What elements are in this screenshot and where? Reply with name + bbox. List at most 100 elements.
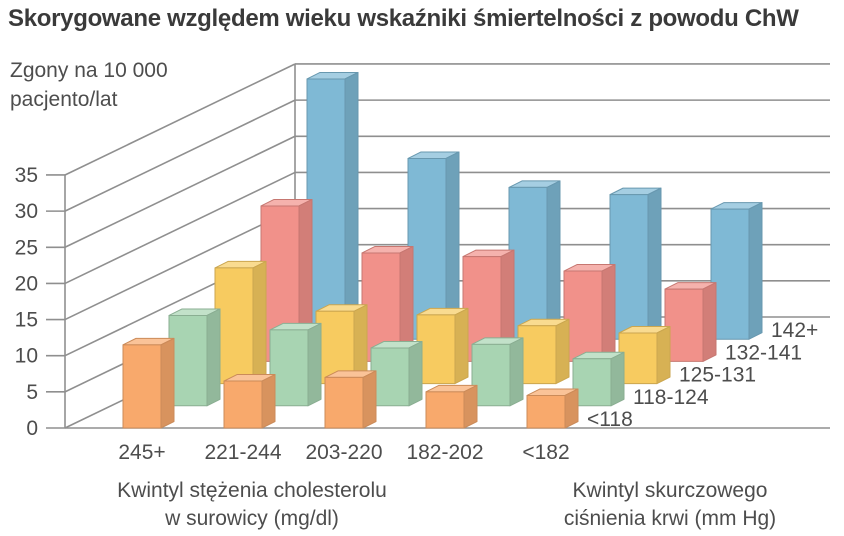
y-tick-label-25: 25: [15, 236, 38, 259]
bar-face-side: [463, 384, 478, 429]
series-label-132-141: 132-141: [725, 341, 802, 364]
y-axis-unit-line2: pacjento/lat: [10, 88, 118, 111]
bar-lt118-lt182: [526, 388, 579, 429]
bar-142plus-lt182: [710, 202, 763, 340]
bar-face-front: [122, 344, 162, 429]
bar-132-141-245plus: [260, 198, 313, 362]
grid-depth-line-15: [64, 207, 296, 321]
bar-face-side: [555, 318, 570, 385]
bar-face-side: [748, 202, 763, 340]
bar-face-front: [508, 186, 548, 340]
bar-125-131-245plus: [214, 260, 267, 385]
bar-face-side: [601, 264, 616, 362]
bar-face-front: [370, 347, 410, 407]
y-tick-label-0: 0: [26, 417, 38, 440]
grid-depth-line-25: [64, 135, 296, 248]
bar-row-125-131: [214, 260, 671, 385]
series-label-118-124: 118-124: [633, 386, 709, 409]
bar-132-141-182-202: [563, 264, 616, 362]
cholesterol-axis-caption-line2: w surowicy (mg/dl): [165, 507, 339, 530]
bar-lt118-245plus: [122, 337, 175, 429]
bar-face-front: [214, 267, 254, 385]
bar-132-141-203-220: [462, 249, 515, 362]
bar-face-front: [223, 380, 263, 429]
grid-depth-line-35: [64, 63, 296, 176]
bar-face-side: [454, 307, 469, 385]
bar-face-side: [344, 71, 359, 340]
bar-face-front: [306, 78, 346, 340]
bar-face-side: [408, 340, 423, 407]
series-label-125-131: 125-131: [679, 364, 756, 387]
bar-125-131-lt182: [618, 325, 671, 385]
bar-row-lt118: [122, 337, 579, 429]
bar-118-124-221-244: [269, 322, 322, 407]
y-tick-label-10: 10: [15, 345, 38, 368]
pressure-axis-caption-line2: ciśnienia krwi (mm Hg): [563, 507, 777, 530]
category-label-203-220: 203-220: [305, 441, 382, 464]
y-tick-label-5: 5: [26, 381, 38, 404]
pressure-axis-caption: Kwintyl skurczowego ciśnienia krwi (mm H…: [510, 477, 830, 533]
y-axis-unit-line1: Zgony na 10 000: [10, 59, 168, 82]
bar-face-front: [471, 343, 511, 407]
bar-row-132-141: [260, 198, 717, 362]
bar-face-side: [656, 325, 671, 385]
series-label-142plus: 142+: [771, 319, 818, 342]
cholesterol-axis-caption-line1: Kwintyl stężenia cholesterolu: [117, 479, 387, 502]
y-axis-unit-label: Zgony na 10 000 pacjento/lat: [10, 56, 230, 114]
bar-face-side: [206, 308, 221, 407]
bar-125-131-182-202: [517, 318, 570, 385]
bar-face-side: [307, 322, 322, 407]
bar-face-side: [252, 260, 267, 385]
bar-face-side: [702, 282, 717, 362]
grid-depth-line-20: [64, 171, 296, 285]
bar-125-131-203-220: [416, 307, 469, 385]
bar-face-front: [618, 332, 658, 385]
bar-132-141-lt182: [664, 282, 717, 362]
bar-face-front: [517, 325, 557, 385]
bar-lt118-182-202: [425, 384, 478, 429]
bar-face-front: [710, 208, 750, 340]
bar-face-side: [160, 337, 175, 429]
bar-face-side: [362, 370, 377, 429]
bar-118-124-182-202: [471, 337, 524, 407]
cholesterol-axis-caption: Kwintyl stężenia cholesterolu w surowicy…: [92, 477, 412, 533]
bar-142plus-203-220: [508, 180, 561, 340]
category-label-245plus: 245+: [118, 441, 165, 464]
category-label-182-202: 182-202: [406, 441, 483, 464]
y-tick-label-15: 15: [15, 309, 38, 332]
bars: [122, 71, 763, 429]
bar-face-front: [526, 394, 566, 429]
bar-face-front: [563, 270, 603, 362]
bar-face-front: [425, 391, 465, 429]
bar-face-front: [572, 358, 612, 407]
pressure-axis-caption-line1: Kwintyl skurczowego: [572, 479, 768, 502]
bar-row-118-124: [168, 308, 625, 407]
bar-142plus-221-244: [407, 151, 460, 340]
grid-depth-line-30: [64, 99, 296, 212]
y-tick-label-35: 35: [15, 164, 38, 187]
category-label-221-244: 221-244: [204, 441, 281, 464]
chart-title: Skorygowane względem wieku wskaźniki śmi…: [8, 5, 799, 32]
bar-face-side: [546, 180, 561, 340]
bar-142plus-245plus: [306, 71, 359, 340]
category-label-lt182: <182: [522, 441, 569, 464]
bar-row-142plus: [306, 71, 763, 340]
bar-face-side: [509, 337, 524, 407]
bar-lt118-203-220: [324, 370, 377, 429]
bar-lt118-221-244: [223, 374, 276, 429]
bar-face-front: [324, 376, 364, 429]
bar-face-side: [261, 374, 276, 429]
bar-face-side: [564, 388, 579, 429]
y-tick-label-20: 20: [15, 272, 38, 295]
bar-142plus-182-202: [609, 187, 662, 340]
bar-face-front: [168, 314, 208, 407]
y-tick-label-30: 30: [15, 200, 38, 223]
bar-face-side: [610, 351, 625, 407]
bar-118-124-203-220: [370, 340, 423, 407]
bar-face-front: [664, 288, 704, 362]
series-label-lt118: <118: [587, 408, 633, 431]
bar-118-124-lt182: [572, 351, 625, 407]
bar-face-side: [647, 187, 662, 340]
bar-face-front: [269, 329, 309, 407]
